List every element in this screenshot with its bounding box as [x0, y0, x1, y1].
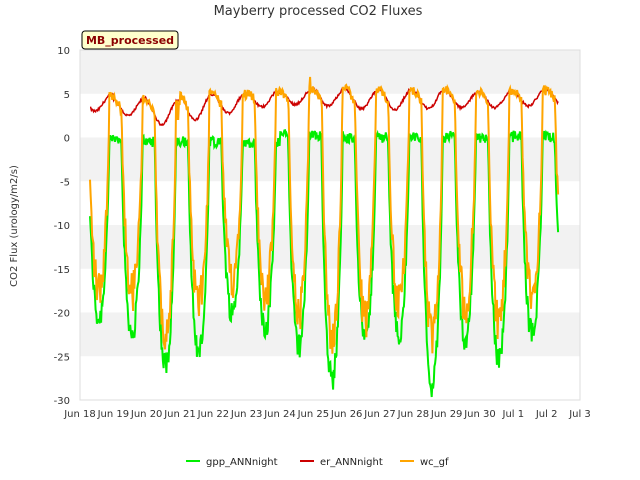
y-tick-label: -30 [54, 396, 70, 407]
grid-band [80, 50, 580, 94]
grid-band [80, 93, 580, 138]
mb-processed-badge: MB_processed [81, 30, 179, 50]
x-tick-label: Jun 24 [263, 409, 296, 420]
plot-frame [79, 49, 581, 401]
y-tick-label: 0 [64, 134, 70, 145]
grid-band [80, 181, 580, 225]
x-tick-label: Jun 30 [463, 409, 496, 420]
x-tick-label: Jun 28 [397, 409, 430, 420]
x-tick-label: Jun 19 [97, 409, 130, 420]
y-tick-label: 10 [57, 46, 70, 57]
x-axis-ticks: Jun 18 Jun 19 Jun 20 Jun 21 Jun 22 Jun 23 Jun … [63, 409, 591, 420]
legend-label-gpp-annnight: gpp_ANNnight [206, 457, 278, 468]
badge-box [81, 30, 179, 50]
x-tick-label: Jun 26 [330, 409, 363, 420]
y-tick-label: 5 [64, 90, 70, 101]
x-tick-label: Jun 27 [363, 409, 396, 420]
series-layer [89, 76, 560, 398]
legend-label-wc-gf: wc_gf [420, 457, 449, 468]
x-tick-label: Jun 18 [63, 409, 96, 420]
legend: gpp_ANNnight er_ANNnight wc_gf [186, 457, 449, 468]
x-tick-label: Jun 21 [163, 409, 196, 420]
x-tick-label: Jun 20 [130, 409, 163, 420]
series-line-gpp-annnight [89, 129, 560, 398]
grid-band [80, 137, 580, 182]
x-tick-label: Jul 3 [568, 409, 591, 420]
y-axis-label: CO2 Flux (urology/m2/s) [9, 165, 20, 287]
series-line-wc-gf [89, 76, 560, 354]
legend-label-er-annnight: er_ANNnight [320, 457, 383, 468]
badge-label: MB_processed [86, 34, 174, 47]
x-tick-label: Jun 29 [430, 409, 463, 420]
y-tick-label: -10 [54, 221, 70, 232]
y-tick-label: -20 [54, 309, 70, 320]
x-tick-label: Jun 25 [297, 409, 330, 420]
x-tick-label: Jun 23 [230, 409, 263, 420]
y-tick-label: -25 [54, 352, 70, 363]
x-tick-label: Jul 2 [535, 409, 558, 420]
x-tick-label: Jun 22 [197, 409, 230, 420]
x-tick-label: Jul 1 [502, 409, 525, 420]
grid-band [80, 225, 580, 269]
y-tick-label: -5 [60, 177, 70, 188]
chart-title: Mayberry processed CO2 Fluxes [214, 4, 423, 19]
y-tick-label: -15 [54, 265, 70, 276]
y-axis-ticks: -30 -25 -20 -15 -10 -5 0 5 10 [54, 46, 70, 407]
